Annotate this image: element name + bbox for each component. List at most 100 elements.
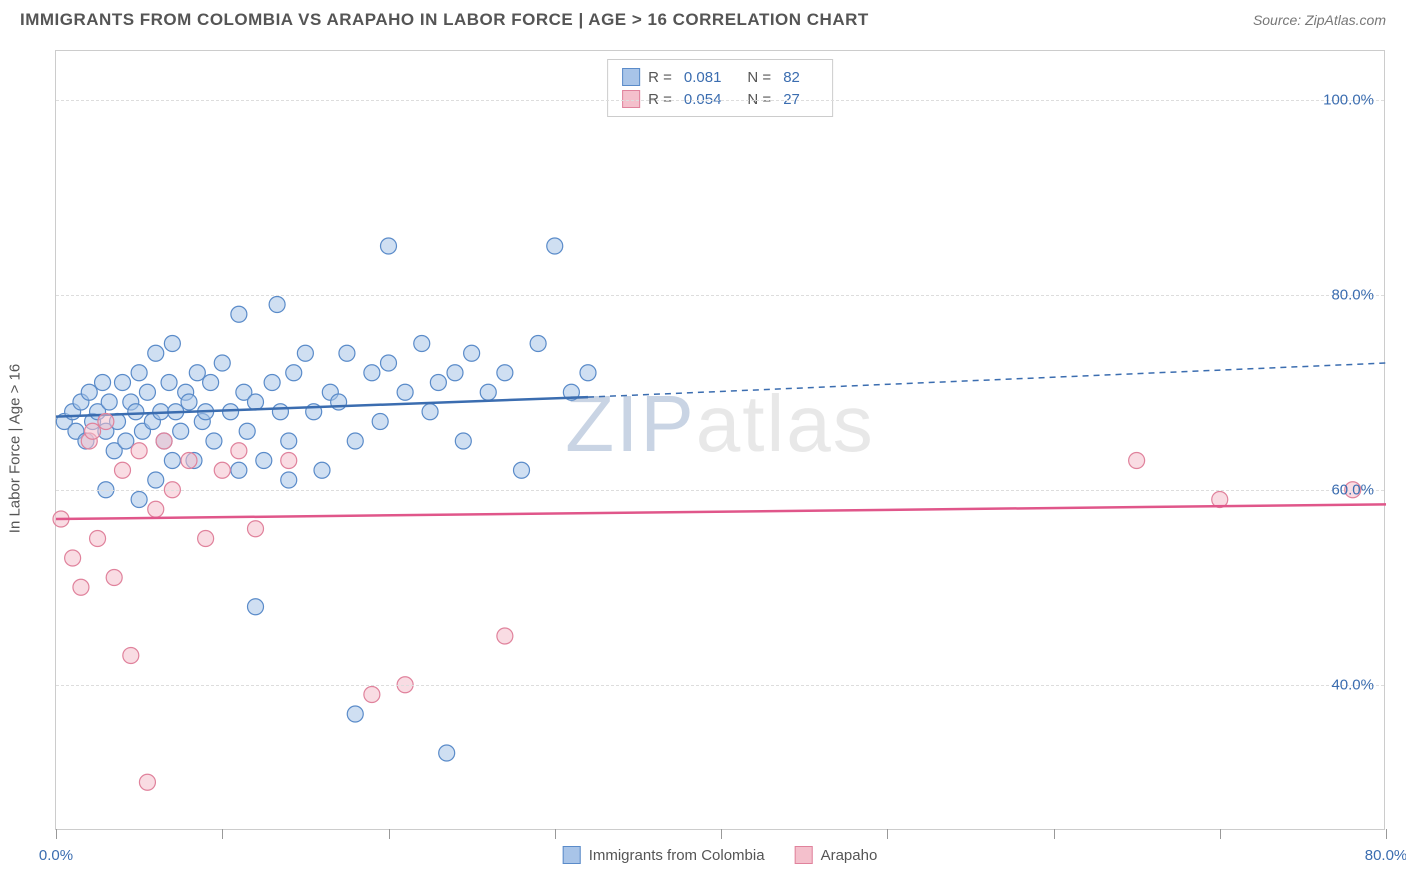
data-point-colombia [580,365,596,381]
x-tick-label: 80.0% [1365,847,1406,864]
data-point-colombia [414,336,430,352]
data-point-colombia [339,345,355,361]
legend-swatch-icon [563,846,581,864]
y-tick-label: 100.0% [1323,91,1374,108]
n-label: N = [747,69,771,86]
data-point-colombia [81,384,97,400]
legend-swatch-icon [795,846,813,864]
data-point-colombia [248,599,264,615]
data-point-arapaho [106,570,122,586]
x-tick [222,829,223,839]
data-point-arapaho [139,774,155,790]
x-tick [1054,829,1055,839]
x-tick [389,829,390,839]
data-point-colombia [128,404,144,420]
data-point-colombia [231,306,247,322]
data-point-colombia [148,472,164,488]
data-point-colombia [189,365,205,381]
chart-title: IMMIGRANTS FROM COLOMBIA VS ARAPAHO IN L… [20,10,869,30]
source-attribution: Source: ZipAtlas.com [1253,12,1386,28]
x-tick [1220,829,1221,839]
data-point-colombia [497,365,513,381]
data-point-arapaho [156,433,172,449]
data-point-colombia [248,394,264,410]
data-point-colombia [464,345,480,361]
data-point-colombia [455,433,471,449]
gridline [56,295,1384,296]
legend-label: Arapaho [821,847,878,864]
data-point-colombia [269,297,285,313]
legend-item: Arapaho [795,846,878,864]
data-point-colombia [139,384,155,400]
data-point-arapaho [90,531,106,547]
data-point-colombia [118,433,134,449]
y-tick-label: 40.0% [1331,676,1374,693]
x-tick-label: 0.0% [39,847,73,864]
legend-item: Immigrants from Colombia [563,846,765,864]
data-point-colombia [272,404,288,420]
data-point-arapaho [65,550,81,566]
data-point-colombia [131,492,147,508]
data-point-arapaho [248,521,264,537]
data-point-colombia [214,355,230,371]
data-point-arapaho [231,443,247,459]
data-point-colombia [297,345,313,361]
data-point-colombia [161,375,177,391]
data-point-colombia [164,336,180,352]
data-point-colombia [101,394,117,410]
data-point-colombia [231,462,247,478]
data-point-colombia [381,355,397,371]
legend-row-colombia: R =0.081N =82 [622,66,818,88]
data-point-colombia [422,404,438,420]
r-label: R = [648,69,672,86]
legend-swatch-icon [622,68,640,86]
data-point-colombia [372,414,388,430]
data-point-colombia [381,238,397,254]
data-point-colombia [206,433,222,449]
data-point-colombia [364,365,380,381]
data-point-colombia [480,384,496,400]
data-point-colombia [95,375,111,391]
series-legend: Immigrants from Colombia Arapaho [563,846,878,864]
data-point-colombia [397,384,413,400]
data-point-arapaho [497,628,513,644]
data-point-arapaho [123,648,139,664]
data-point-colombia [239,423,255,439]
y-tick-label: 60.0% [1331,481,1374,498]
data-point-colombia [281,472,297,488]
gridline [56,100,1384,101]
data-point-colombia [347,433,363,449]
legend-label: Immigrants from Colombia [589,847,765,864]
trend-line-arapaho [56,504,1386,519]
y-tick-label: 80.0% [1331,286,1374,303]
x-tick [1386,829,1387,839]
data-point-colombia [281,433,297,449]
data-point-arapaho [131,443,147,459]
data-point-arapaho [364,687,380,703]
data-point-colombia [347,706,363,722]
gridline [56,490,1384,491]
n-value: 82 [783,69,800,86]
data-point-colombia [264,375,280,391]
scatter-chart: ZIPatlas R =0.081N =82R =0.054N =27 Immi… [55,50,1385,830]
data-point-arapaho [198,531,214,547]
data-point-colombia [131,365,147,381]
data-point-colombia [173,423,189,439]
data-point-arapaho [73,579,89,595]
data-point-arapaho [148,501,164,517]
data-point-colombia [203,375,219,391]
data-point-colombia [439,745,455,761]
data-point-arapaho [281,453,297,469]
data-point-arapaho [214,462,230,478]
correlation-legend: R =0.081N =82R =0.054N =27 [607,59,833,117]
trend-line-ext-colombia [588,363,1386,397]
data-point-colombia [164,453,180,469]
data-point-colombia [286,365,302,381]
data-point-colombia [256,453,272,469]
data-point-arapaho [1129,453,1145,469]
x-tick [887,829,888,839]
data-point-colombia [115,375,131,391]
data-point-colombia [223,404,239,420]
data-point-arapaho [98,414,114,430]
gridline [56,685,1384,686]
